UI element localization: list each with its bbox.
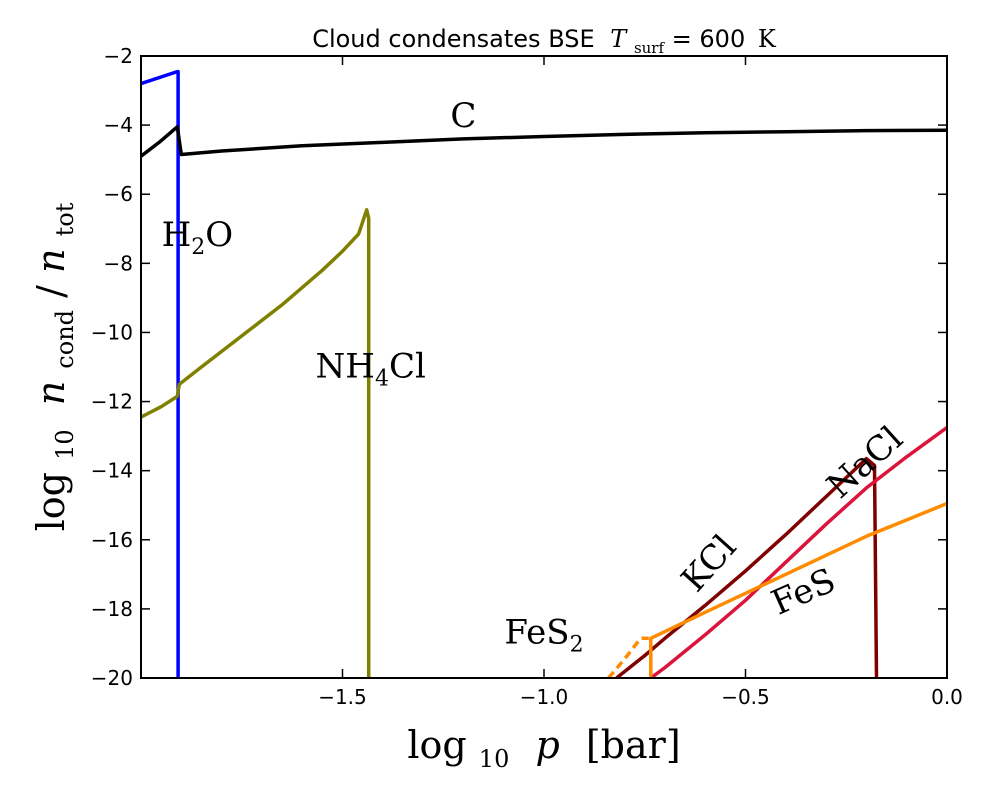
annotation-label: C: [450, 96, 476, 136]
y-tick-label: −4: [104, 113, 133, 137]
title-math-var: T: [610, 25, 628, 53]
title-text: Cloud condensates BSE: [312, 25, 594, 53]
x-axis-label: log 10 p [bar]: [407, 723, 680, 776]
y-axis-label-den-sub: tot: [51, 202, 79, 236]
y-axis-label-den: n: [29, 248, 73, 272]
annotation-label: H2O: [162, 215, 234, 260]
annotation-label: NH4Cl: [316, 346, 426, 391]
y-tick-label: −16: [91, 528, 133, 552]
x-tick-label: −1.0: [520, 685, 569, 709]
y-axis-label-pre: log: [29, 472, 73, 531]
series-line-kcl: [615, 456, 879, 678]
y-tick-label: −18: [91, 597, 133, 621]
title-math-eq: = 600: [672, 25, 746, 53]
y-tick-label: −14: [91, 459, 133, 483]
x-axis-label-unit: [bar]: [586, 723, 681, 767]
x-tick-label: −1.5: [318, 685, 367, 709]
y-axis-label-num-sub: cond: [51, 310, 79, 369]
series-line-fes: [649, 501, 947, 678]
x-tick-label: 0.0: [931, 685, 963, 709]
title-math-sub: surf: [634, 39, 666, 57]
series-layer: [141, 69, 947, 678]
y-tick-label: −6: [104, 182, 133, 206]
series-line-fes2: [607, 636, 649, 678]
y-axis-label-slash: /: [29, 285, 73, 298]
y-axis-label-group: log 10 n cond / n tot: [29, 202, 82, 531]
y-axis-label-num: n: [29, 381, 73, 405]
chart-title: Cloud condensates BSE T surf = 600 K: [312, 25, 777, 59]
y-tick-label: −8: [104, 251, 133, 275]
x-axis-label-sub: 10: [479, 745, 510, 773]
annotation-label: FeS2: [504, 612, 583, 657]
series-line-nacl: [649, 426, 947, 678]
x-axis-label-var: p: [535, 723, 559, 767]
x-axis-label-pre: log: [407, 723, 466, 767]
y-tick-label: −20: [91, 666, 133, 690]
x-tick-label: −0.5: [721, 685, 770, 709]
tick-layer: −1.5 −1.0 −0.5 0.0 −2 −4 −6 −8 −10 −12 −14 −16 −18 −2…: [91, 44, 963, 709]
series-line-h2o: [141, 69, 180, 678]
y-tick-label: −10: [91, 320, 133, 344]
y-tick-label: −12: [91, 390, 133, 414]
y-axis-label: log 10 n cond / n tot: [29, 202, 82, 531]
series-line-c: [141, 125, 947, 158]
y-axis-label-sub: 10: [51, 429, 79, 460]
y-tick-label: −2: [104, 44, 133, 68]
title-math-unit: K: [758, 25, 777, 53]
series-line-nh4cl: [141, 208, 371, 678]
